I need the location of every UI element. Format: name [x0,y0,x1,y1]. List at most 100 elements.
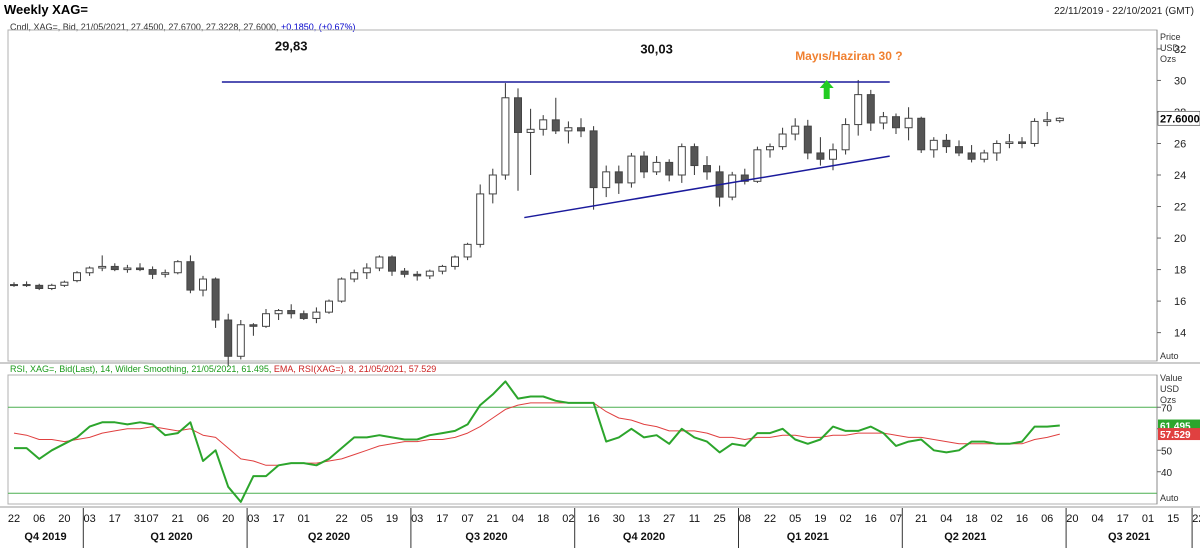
candle-body [451,256,459,267]
candle [425,269,434,280]
candle-body [22,284,31,287]
ohlc-info-line: Cndl, XAG=, Bid, 21/05/2021, 27.4500, 27… [10,22,356,32]
candle-body [929,139,938,151]
candle [551,97,560,135]
candle [728,171,737,201]
candle [325,299,333,314]
candle [476,184,485,248]
candle [992,140,1001,161]
candle [803,119,812,160]
ema-info-text: EMA, RSI(XAG=), 8, 21/05/2021, 57.529 [273,364,437,374]
x-tick-label: 15 [1167,513,1179,525]
candle [211,277,220,328]
candle-body [110,265,119,271]
x-tick-label: 18 [537,513,549,525]
candle [627,152,636,188]
candle-body [388,256,396,272]
price-auto-label: Auto [1160,351,1179,361]
support-line [524,155,890,219]
candle [677,143,686,183]
price-tick-label: 16 [1174,296,1186,308]
quarter-label: Q3 2021 [1108,531,1150,543]
x-tick-label: 13 [638,513,650,525]
candle-body [425,270,434,277]
candle-body [60,281,69,286]
candle [942,134,951,153]
candle-body [73,272,81,282]
candle-body [325,300,333,313]
x-tick-label: 20 [1066,513,1078,525]
candle-body [602,171,611,189]
candle [501,83,510,180]
rsi-unit-label: Ozs [1160,395,1177,405]
x-tick-label: 18 [965,513,977,525]
x-tick-label: 22 [335,513,347,525]
price-unit-label: Price [1160,32,1181,42]
candle-body [287,310,296,315]
candle-body [955,146,963,154]
candle [161,269,170,278]
candle [173,260,182,275]
candle-body [47,284,56,289]
candle [879,111,888,130]
candle [564,121,573,144]
candle-body [526,128,535,133]
candle-body [879,116,888,124]
candle [236,320,245,360]
candle [299,310,308,321]
rsi-unit-label: Value [1160,373,1182,383]
candle [1043,111,1052,127]
candle [841,118,850,155]
x-tick-label: 21 [172,513,184,525]
candle [1030,118,1039,147]
candle-body [211,278,220,321]
x-tick-label: 08 [739,513,751,525]
candle [740,168,749,185]
candle-body [904,117,913,129]
chart-title: Weekly XAG= [4,2,88,17]
candle-body [362,267,371,274]
candle [362,263,371,280]
candle-body [967,152,976,160]
x-tick-label: 22 [764,513,776,525]
candle-body [10,284,18,287]
x-tick-label: 07 [461,513,473,525]
candle-body [740,174,749,182]
candle-body [539,119,548,130]
candle [791,118,800,141]
candle-body [274,310,283,315]
x-tick-label: 05 [361,513,373,525]
candle-body [753,149,762,182]
candle-body [677,146,686,176]
candle-body [690,146,699,167]
candle-body [514,97,522,133]
candle-body [186,261,195,291]
candle [463,242,472,261]
rsi-value-label: 61.495 [1160,422,1191,433]
candle [199,275,207,297]
peak-label-2: 30,03 [640,42,673,57]
candle [703,156,711,180]
candle [602,165,611,198]
quarter-label: Q2 2020 [308,531,350,543]
candle [652,156,661,176]
x-tick-label: 03 [411,513,423,525]
candle-body [148,269,157,275]
candle-body [85,267,94,274]
candle-body [312,311,321,319]
candle [854,79,863,136]
candle-body [199,278,207,291]
x-tick-label: 01 [298,513,310,525]
candle [929,137,938,158]
candle [413,271,422,281]
rsi-tick-label: 40 [1161,468,1173,479]
x-tick-label: 06 [197,513,209,525]
quarter-label: Q2 2021 [944,531,986,543]
candle [715,165,724,207]
candle-body [463,243,472,258]
x-tick-label: 17 [1117,513,1129,525]
x-tick-label: 03 [247,513,259,525]
quarter-label: Q3 2020 [465,531,507,543]
x-tick-label: 02 [562,513,574,525]
